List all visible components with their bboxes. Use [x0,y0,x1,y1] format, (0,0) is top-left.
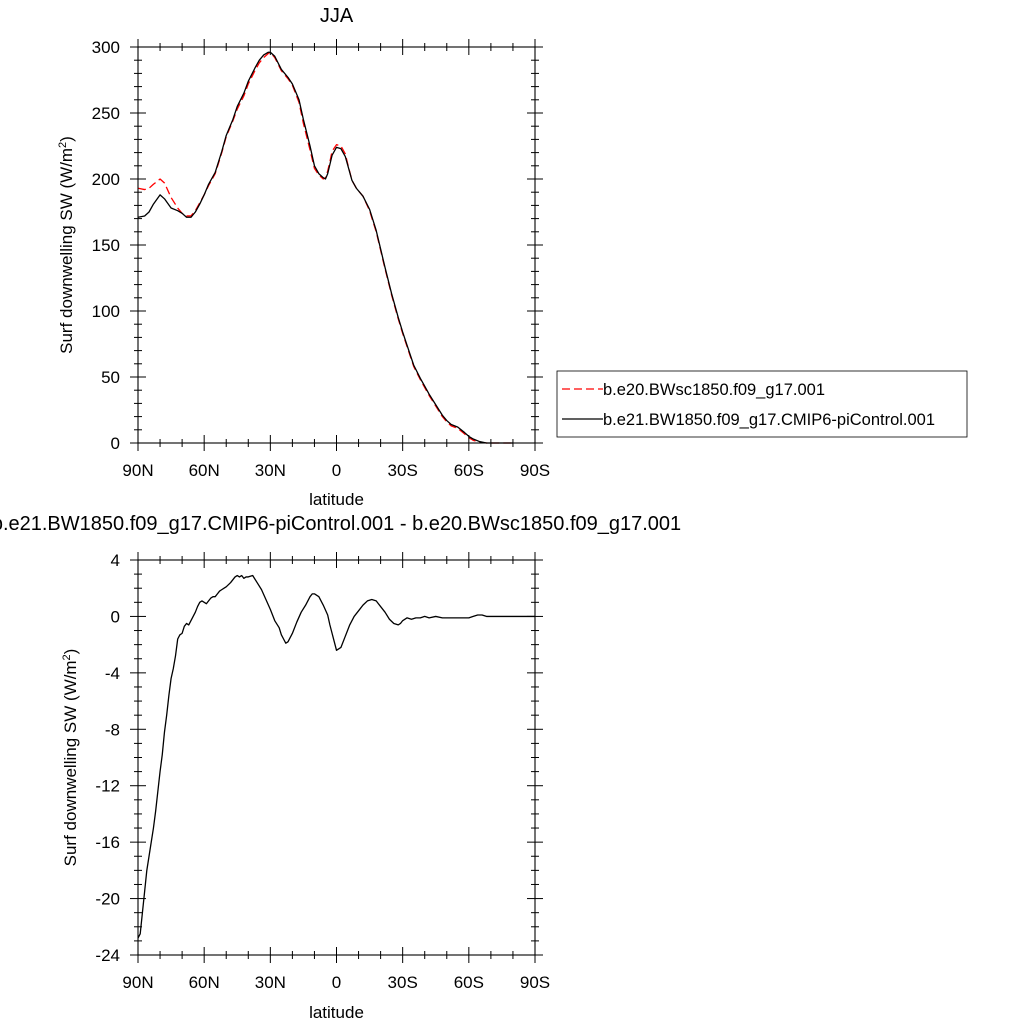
x-tick-label: 60N [189,973,220,992]
y-tick-label: 150 [92,236,120,255]
chart-title: JJA [320,5,354,27]
x-tick-label: 60S [454,461,484,480]
y-tick-label: 0 [111,434,120,453]
y-tick-label: -12 [95,777,120,796]
legend-label-1: b.e21.BW1850.f09_g17.CMIP6-piControl.001 [603,411,935,429]
x-tick-label: 0 [332,973,341,992]
x-tick-label: 90S [520,973,550,992]
top-chart-jja: JJA 90N 60N 30N 0 30S 60S 90S 0 50 100 150 200 250 300… [57,5,550,509]
chart-title: b.e21.BW1850.f09_g17.CMIP6-piControl.001… [0,513,681,535]
y-axis-label: Surf downwelling SW (W/m2) [61,649,80,867]
x-tick-label: 30S [388,461,418,480]
x-tick-label: 90N [122,461,153,480]
y-tick-label: 200 [92,170,120,189]
x-axis-label: latitude [309,490,364,509]
x-tick-label: 30N [255,973,286,992]
bottom-chart-difference: b.e21.BW1850.f09_g17.CMIP6-piControl.001… [0,513,681,1022]
legend: b.e20.BWsc1850.f09_g17.001 b.e21.BW1850.f… [556,370,968,438]
y-tick-label: 4 [111,551,120,570]
series-line-1 [138,51,513,444]
series-line-0 [138,574,535,939]
x-tick-label: 60S [454,973,484,992]
x-tick-label: 90S [520,461,550,480]
plot-frame [137,559,536,956]
legend-label-0: b.e20.BWsc1850.f09_g17.001 [603,381,825,399]
x-tick-label: 0 [332,461,341,480]
y-tick-label: -8 [105,720,120,739]
y-tick-label: -4 [105,664,120,683]
x-tick-label: 90N [122,973,153,992]
y-tick-label: 0 [111,607,120,626]
x-tick-label: 30S [388,973,418,992]
y-tick-label: 250 [92,104,120,123]
x-tick-label: 60N [189,461,220,480]
y-axis-label: Surf downwelling SW (W/m2) [57,136,76,354]
plot-frame [137,46,536,444]
legend-box [556,370,968,438]
y-tick-label: 100 [92,302,120,321]
y-tick-label: -20 [95,890,120,909]
x-tick-label: 30N [255,461,286,480]
series-line-0 [138,51,513,444]
y-tick-label: 300 [92,38,120,57]
y-tick-label: -16 [95,833,120,852]
y-tick-label: -24 [95,946,120,965]
y-tick-label: 50 [101,368,120,387]
x-axis-label: latitude [309,1003,364,1022]
